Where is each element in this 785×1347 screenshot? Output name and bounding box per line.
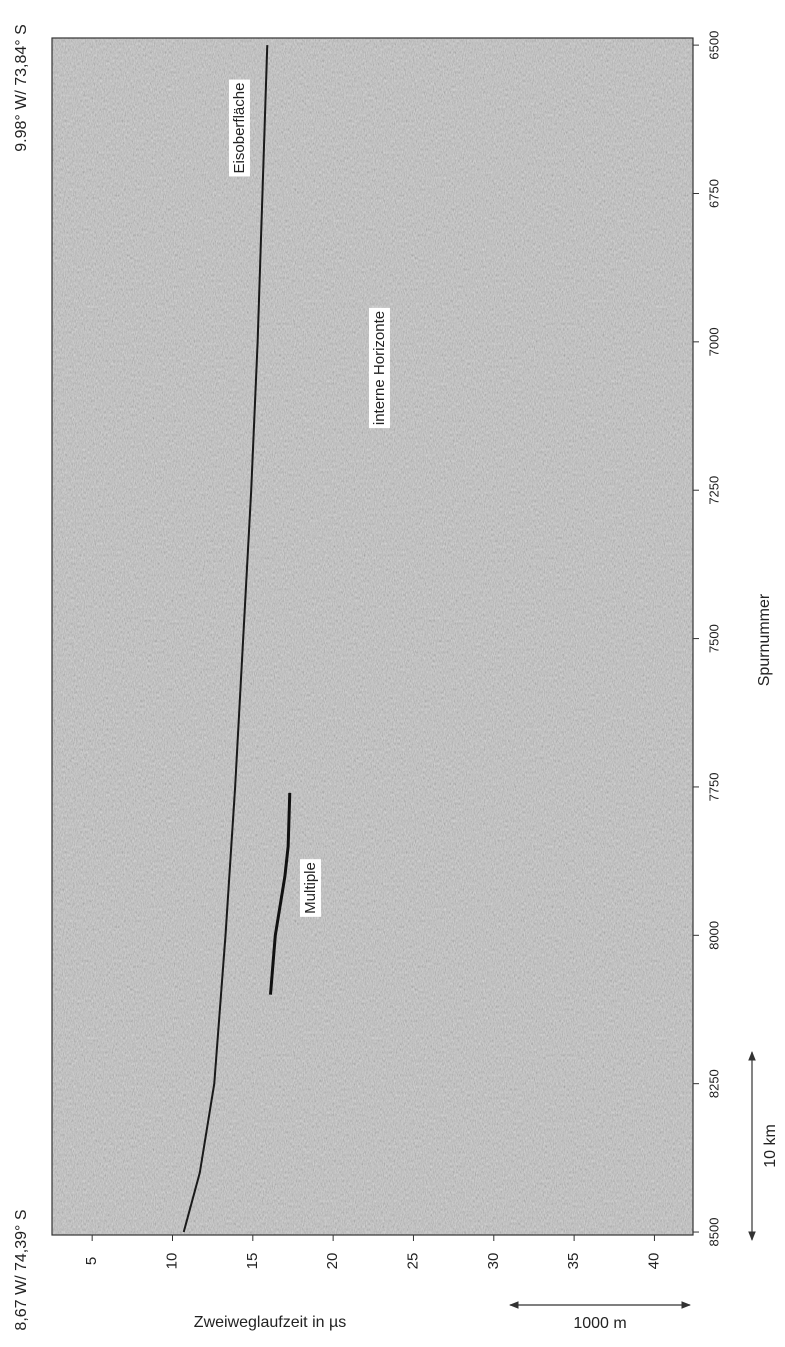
annotation-eisoberflaeche: Eisoberfläche — [231, 83, 248, 174]
y-tick-label: 7250 — [706, 476, 721, 505]
x-tick-label: 10 — [163, 1253, 180, 1270]
annotation-horizonte: interne Horizonte — [371, 311, 388, 425]
annotation-horizonte-box — [368, 307, 390, 429]
reflector-line — [182, 45, 269, 1233]
y-tick-label: 7750 — [706, 772, 721, 801]
annotation-multiple: Multiple — [302, 862, 319, 914]
y-tick-label: 6750 — [706, 179, 721, 208]
x-tick-label: 5 — [83, 1257, 100, 1265]
plot-frame — [51, 37, 694, 1236]
scale-label-trace: 10 km — [762, 1124, 779, 1168]
y-tick-label: 7500 — [706, 624, 721, 653]
corner-label-top: 9.98° W/ 73,84° S — [13, 24, 30, 152]
y-tick-label: 6500 — [706, 31, 721, 60]
radar-texture — [52, 38, 693, 1235]
x-tick-label: 15 — [244, 1253, 261, 1270]
x-tick-label: 35 — [565, 1253, 582, 1270]
annotation-multiple-box — [299, 859, 321, 917]
reflector-line — [268, 792, 292, 995]
annotation-eisoberflaeche-box — [228, 79, 250, 177]
y-tick-label: 7000 — [706, 327, 721, 356]
x-axis-title: Zweiweglaufzeit in µs — [194, 1314, 346, 1331]
y-axis-title: Spurnummer — [756, 593, 773, 686]
y-tick-label: 8250 — [706, 1069, 721, 1098]
x-tick-label: 25 — [404, 1253, 421, 1270]
y-tick-label: 8500 — [706, 1218, 721, 1247]
x-tick-label: 20 — [324, 1253, 341, 1270]
scale-label-time: 1000 m — [573, 1315, 626, 1332]
corner-label-bottom: 8,67 W/ 74,39° S — [13, 1209, 30, 1330]
x-tick-label: 30 — [485, 1253, 502, 1270]
y-tick-label: 8000 — [706, 921, 721, 950]
x-tick-label: 40 — [645, 1253, 662, 1270]
